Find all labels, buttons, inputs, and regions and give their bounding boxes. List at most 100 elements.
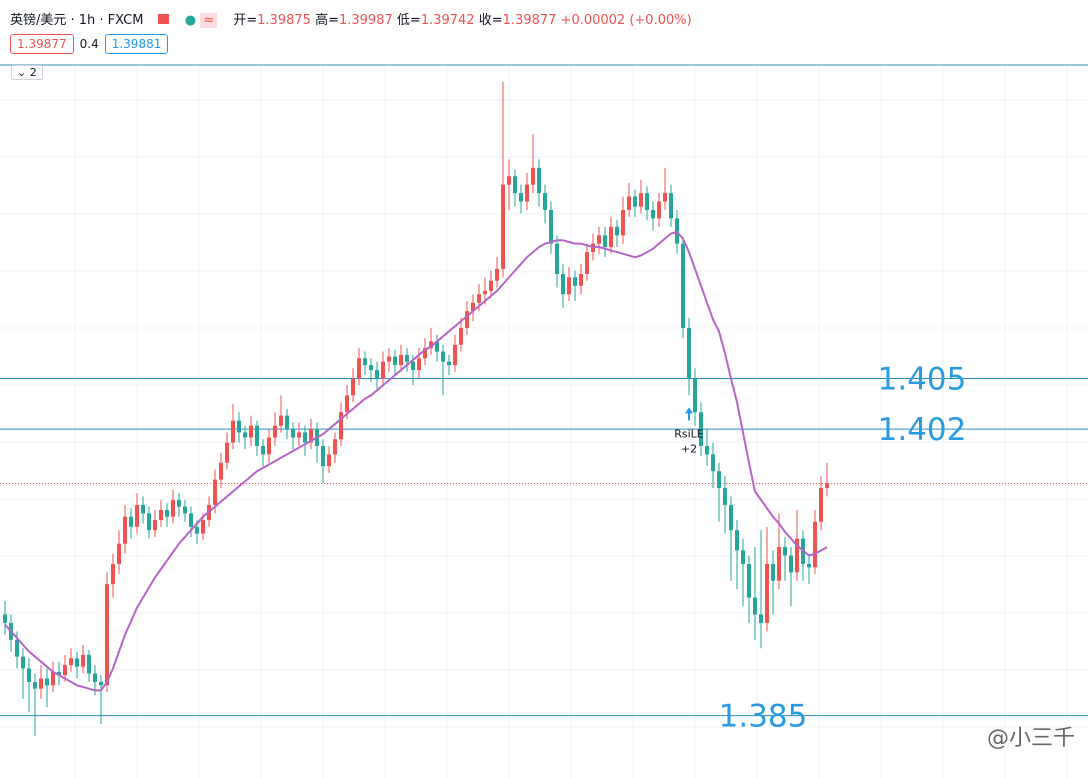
candle-body [273, 425, 277, 438]
spread: 0.4 [79, 37, 99, 51]
candle-body [87, 654, 91, 674]
candle-body [771, 563, 775, 581]
candle-body [153, 520, 157, 531]
candle-body [21, 656, 25, 669]
candle-body [735, 530, 739, 551]
level-label: 1.385 [719, 699, 808, 735]
level-label: 1.402 [878, 412, 967, 448]
candle-body [381, 361, 385, 379]
candle-body [453, 344, 457, 366]
candle-body [261, 445, 265, 455]
candle-body [501, 184, 505, 269]
candle-body [237, 420, 241, 433]
open-label: 开 [233, 13, 247, 28]
candle-body [813, 521, 817, 568]
low-label: 低 [396, 13, 410, 28]
candle-body [63, 665, 67, 676]
candle-body [267, 437, 271, 455]
candle-body [759, 614, 763, 623]
candle-body [57, 671, 61, 676]
candle-body [657, 201, 661, 219]
candle-body [321, 445, 325, 467]
candle-body [537, 167, 541, 194]
candle-body [597, 235, 601, 244]
candle-body [573, 277, 577, 286]
candle-body [303, 432, 307, 443]
candle-body [243, 432, 247, 438]
candle-body [39, 678, 43, 689]
candle-body [765, 563, 769, 623]
candle-body [195, 526, 199, 534]
signal-amount: +2 [681, 442, 697, 455]
candle-body [249, 425, 253, 438]
candle-body [423, 348, 427, 359]
candle-body [699, 412, 703, 446]
candle-body [351, 378, 355, 396]
candle-body [111, 563, 115, 585]
candle-body [531, 167, 535, 185]
candle-body [741, 550, 745, 564]
moving-average [4, 230, 828, 692]
candle-body [447, 361, 451, 366]
candle-body [687, 327, 691, 379]
candle-body [729, 504, 733, 531]
candle-body [777, 547, 781, 581]
candle-body [519, 193, 523, 202]
candle-body [609, 226, 613, 248]
header: 英镑/美元 · 1h · FXCM ● ≈ 开=1.39875 高=1.3998… [10, 13, 692, 28]
candle-body [465, 311, 469, 328]
candle-body [495, 268, 499, 281]
signal-label: RsiLE [674, 427, 704, 440]
candle-body [189, 513, 193, 527]
candle-body [555, 243, 559, 275]
candle-body [171, 499, 175, 517]
flag-icon[interactable] [157, 14, 169, 24]
indicator-toggle[interactable]: ⌄ 2 [11, 65, 43, 80]
candle-body [345, 395, 349, 413]
candle-body [105, 584, 109, 686]
candle-body [285, 415, 289, 430]
candle-body [807, 563, 811, 568]
change: +0.00002 (+0.00%) [560, 13, 692, 28]
candle-body [177, 499, 181, 507]
status-icon: ● [184, 13, 197, 28]
candle-body [615, 226, 619, 236]
low: 1.39742 [420, 13, 475, 28]
candle-body [309, 429, 313, 443]
candle-body [789, 555, 793, 573]
signal-arrow [685, 407, 693, 421]
sell-button[interactable]: 1.39877 [10, 34, 74, 54]
symbol: 英镑/美元 · 1h · FXCM [10, 13, 144, 28]
high: 1.39987 [338, 13, 393, 28]
candle-body [183, 506, 187, 514]
candle-body [147, 513, 151, 531]
candle-body [219, 462, 223, 480]
candle-body [135, 504, 139, 527]
candle-body [549, 209, 553, 244]
candle-body [291, 429, 295, 438]
candle-body [795, 538, 799, 573]
candle-body [333, 439, 337, 455]
candle-body [663, 193, 667, 202]
candle-body [717, 471, 721, 489]
candle-body [633, 196, 637, 207]
candle-body [15, 639, 19, 657]
candle-body [255, 425, 259, 446]
candle-body [705, 445, 709, 455]
candle-body [45, 678, 49, 686]
candle-body [507, 176, 511, 185]
candle-body [525, 184, 529, 202]
indicator-icon[interactable]: ≈ [200, 13, 218, 28]
candle-body [375, 370, 379, 379]
candle-body [159, 509, 163, 521]
candle-body [297, 432, 301, 438]
candle-body [693, 378, 697, 413]
candle-body [69, 658, 73, 666]
candle-body [441, 351, 445, 362]
candle-body [627, 196, 631, 210]
candle-body [27, 668, 31, 682]
buy-button[interactable]: 1.39881 [104, 34, 169, 54]
candle-body [117, 543, 121, 564]
level-label: 1.405 [878, 362, 967, 398]
